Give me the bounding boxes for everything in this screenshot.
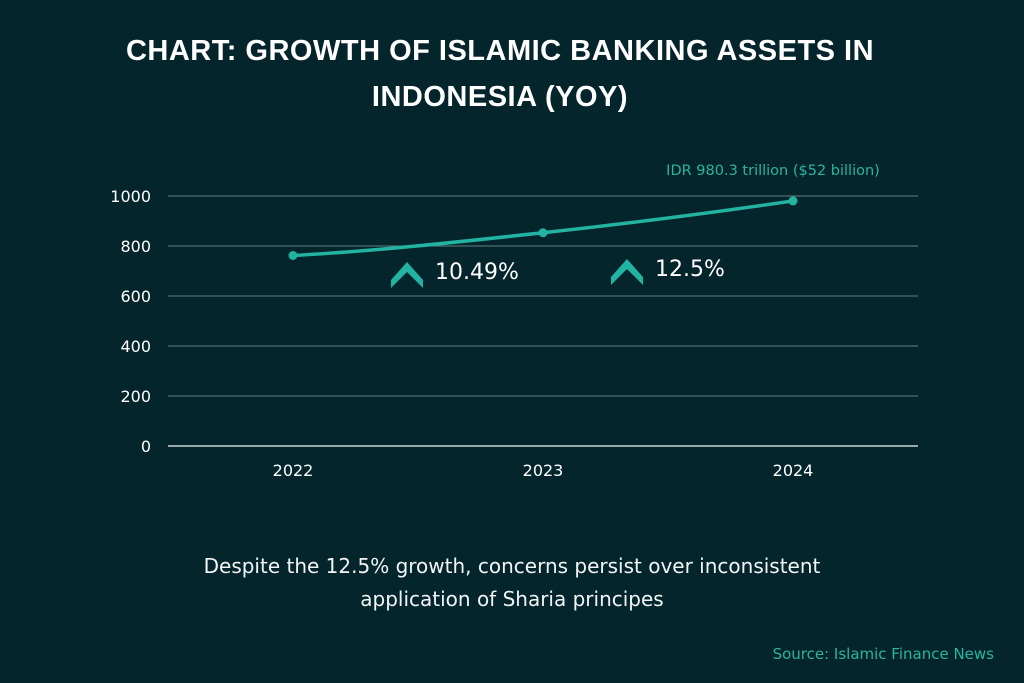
gridlines [168, 195, 918, 447]
y-tick-label: 0 [141, 437, 151, 456]
growth-marker: 10.49% [391, 260, 519, 288]
data-point-2023 [538, 228, 548, 238]
chevron-up-icon [611, 259, 643, 285]
x-axis-tick-labels: 2022 2023 2024 [273, 461, 814, 480]
y-axis-tick-labels: 0 200 400 600 800 1000 [110, 187, 151, 456]
source-note: Source: Islamic Finance News [772, 645, 994, 663]
x-tick-label: 2023 [523, 461, 564, 480]
y-tick-label: 1000 [110, 187, 151, 206]
x-tick-label: 2022 [273, 461, 314, 480]
data-point-2024 [788, 196, 798, 206]
caption-line-2: application of Sharia principes [360, 587, 664, 611]
chart-title: CHART: GROWTH OF ISLAMIC BANKING ASSETS … [0, 28, 1000, 120]
data-point-2022 [288, 251, 298, 260]
y-tick-label: 800 [120, 237, 151, 256]
growth-marker: 12.5% [611, 257, 725, 285]
growth-label: 10.49% [435, 260, 519, 285]
caption-line-1: Despite the 12.5% growth, concerns persi… [203, 554, 821, 578]
value-annotation: IDR 980.3 trillion ($52 billion) [666, 163, 880, 179]
chart-caption: Despite the 12.5% growth, concerns persi… [0, 550, 1024, 616]
series-line [291, 199, 795, 258]
chart-title-line-1: CHART: GROWTH OF ISLAMIC BANKING ASSETS … [125, 35, 875, 67]
chevron-up-icon [391, 262, 423, 288]
series-growth [288, 196, 798, 260]
growth-markers: 10.49% 12.5% [391, 257, 725, 288]
y-tick-label: 600 [120, 287, 151, 306]
y-tick-label: 200 [120, 387, 151, 406]
x-tick-label: 2024 [773, 461, 814, 480]
y-tick-label: 400 [120, 337, 151, 356]
chart-title-line-2: INDONESIA (YOY) [371, 81, 629, 113]
growth-label: 12.5% [655, 257, 725, 282]
annotations: IDR 980.3 trillion ($52 billion) [666, 163, 880, 179]
